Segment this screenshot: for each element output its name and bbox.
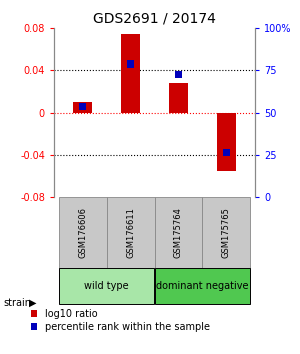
Bar bbox=[59, 197, 106, 268]
Bar bbox=[121, 34, 140, 113]
Text: ▶: ▶ bbox=[28, 298, 36, 308]
Bar bbox=[202, 197, 250, 268]
Bar bbox=[217, 113, 236, 171]
Text: strain: strain bbox=[3, 298, 31, 308]
Bar bbox=[79, 103, 86, 110]
Bar bbox=[106, 197, 154, 268]
Bar bbox=[154, 268, 250, 304]
Text: wild type: wild type bbox=[84, 281, 129, 291]
Text: GSM176606: GSM176606 bbox=[78, 207, 87, 258]
Text: GSM175765: GSM175765 bbox=[222, 207, 231, 258]
Text: GSM175764: GSM175764 bbox=[174, 207, 183, 258]
Title: GDS2691 / 20174: GDS2691 / 20174 bbox=[93, 12, 216, 26]
Bar bbox=[175, 71, 182, 78]
Bar bbox=[154, 197, 202, 268]
Text: GSM176611: GSM176611 bbox=[126, 207, 135, 258]
Legend: log10 ratio, percentile rank within the sample: log10 ratio, percentile rank within the … bbox=[29, 307, 212, 333]
Bar bbox=[223, 149, 230, 156]
Bar bbox=[127, 61, 134, 68]
Bar bbox=[169, 83, 188, 113]
Bar bbox=[73, 102, 92, 113]
Bar bbox=[59, 268, 154, 304]
Text: dominant negative: dominant negative bbox=[156, 281, 249, 291]
